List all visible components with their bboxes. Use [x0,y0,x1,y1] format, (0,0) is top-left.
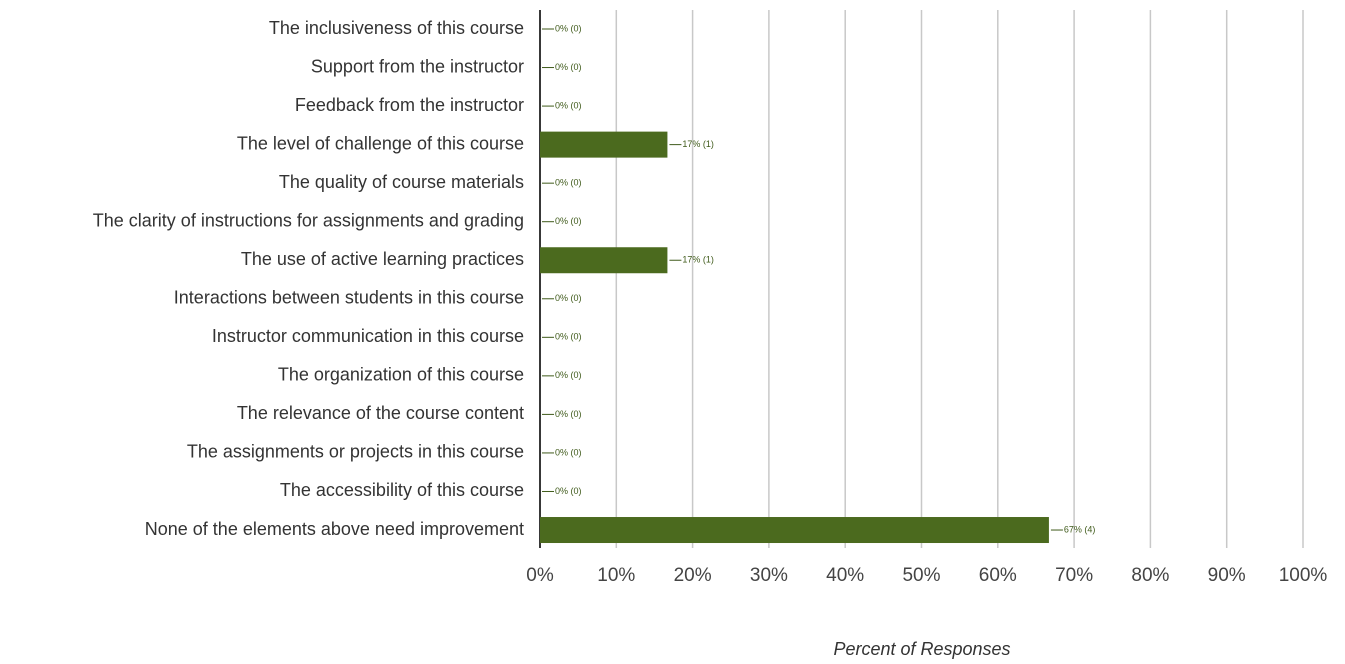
x-tick-label: 30% [750,565,788,586]
x-tick-label: 10% [597,565,635,586]
value-label: 0% (0) [555,23,582,33]
value-label: 0% (0) [555,332,582,342]
value-label: 0% (0) [555,216,582,226]
category-label: Instructor communication in this course [212,326,524,346]
category-label: The accessibility of this course [280,480,524,500]
bar [540,247,668,274]
value-label: 67% (4) [1064,524,1096,534]
category-label: Support from the instructor [311,56,524,76]
category-label: The level of challenge of this course [237,133,524,153]
value-label: 0% (0) [555,62,582,72]
category-label: The use of active learning practices [241,249,524,269]
category-label: The quality of course materials [279,172,524,192]
category-label: The organization of this course [278,365,524,385]
category-label: Feedback from the instructor [295,95,524,115]
x-tick-label: 70% [1055,565,1093,586]
x-axis-title: Percent of Responses [833,639,1010,659]
x-tick-label: 50% [902,565,940,586]
x-tick-label: 60% [979,565,1017,586]
x-tick-label: 20% [674,565,712,586]
x-tick-label: 80% [1131,565,1169,586]
value-label: 0% (0) [555,447,582,457]
value-label: 17% (1) [682,255,714,265]
x-tick-label: 40% [826,565,864,586]
value-label: 0% (0) [555,293,582,303]
category-label: The assignments or projects in this cour… [187,442,524,462]
x-tick-label: 90% [1208,565,1246,586]
value-label: 0% (0) [555,178,582,188]
value-label: 0% (0) [555,486,582,496]
category-label: The clarity of instructions for assignme… [93,210,524,230]
category-label: None of the elements above need improvem… [145,519,524,539]
category-label: Interactions between students in this co… [174,288,524,308]
value-label: 0% (0) [555,409,582,419]
value-label: 17% (1) [682,139,714,149]
bar [540,131,668,158]
x-tick-label: 100% [1279,565,1328,586]
value-label: 0% (0) [555,100,582,110]
category-label: The relevance of the course content [237,403,524,423]
x-tick-label: 0% [526,565,554,586]
bar [540,517,1049,544]
value-label: 0% (0) [555,370,582,380]
category-label: The inclusiveness of this course [269,18,524,38]
